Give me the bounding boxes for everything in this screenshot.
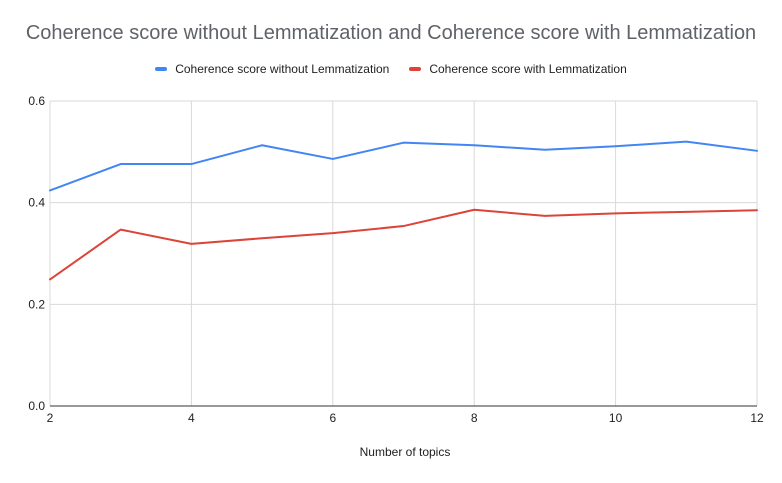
data-point[interactable]	[401, 140, 407, 146]
data-point[interactable]	[542, 213, 548, 219]
legend-swatch-with-lemmatization	[409, 67, 422, 71]
data-point[interactable]	[118, 161, 124, 167]
data-point[interactable]	[259, 142, 265, 148]
data-point[interactable]	[330, 230, 336, 236]
legend: Coherence score without Lemmatization Co…	[0, 62, 782, 76]
y-tick-label: 0.6	[28, 94, 45, 108]
axis-layer: 2 4 6 8 10 12 0.0 0.2 0.4 0.6	[28, 94, 764, 425]
data-point[interactable]	[613, 210, 619, 216]
legend-item-with-lemmatization[interactable]: Coherence score with Lemmatization	[409, 62, 627, 76]
data-point[interactable]	[471, 142, 477, 148]
x-axis-title: Number of topics	[360, 445, 451, 459]
y-tick-label: 0.2	[28, 297, 45, 311]
data-point[interactable]	[47, 187, 53, 193]
data-point[interactable]	[188, 241, 194, 247]
data-point[interactable]	[542, 147, 548, 153]
data-point[interactable]	[613, 143, 619, 149]
legend-item-without-lemmatization[interactable]: Coherence score without Lemmatization	[155, 62, 389, 76]
chart-title: Coherence score without Lemmatization an…	[25, 22, 757, 44]
x-tick-label: 2	[47, 411, 54, 425]
grid-layer	[49, 100, 758, 407]
y-tick-label: 0.4	[28, 196, 45, 210]
series-line-0[interactable]	[49, 140, 758, 192]
data-point[interactable]	[188, 161, 194, 167]
data-point[interactable]	[118, 227, 124, 233]
x-tick-label: 6	[329, 411, 336, 425]
x-tick-label: 10	[609, 411, 623, 425]
data-point[interactable]	[754, 207, 760, 213]
legend-label-with-lemmatization: Coherence score with Lemmatization	[429, 62, 627, 76]
data-point[interactable]	[683, 139, 689, 145]
data-point[interactable]	[330, 156, 336, 162]
data-point[interactable]	[401, 223, 407, 229]
x-tick-label: 4	[188, 411, 195, 425]
data-point[interactable]	[683, 209, 689, 215]
legend-swatch-without-lemmatization	[155, 67, 168, 71]
series-layer	[47, 139, 760, 282]
data-point[interactable]	[754, 148, 760, 154]
data-point[interactable]	[259, 235, 265, 241]
y-tick-label: 0.0	[28, 399, 45, 413]
x-tick-label: 8	[471, 411, 478, 425]
legend-label-without-lemmatization: Coherence score without Lemmatization	[175, 62, 390, 76]
data-point[interactable]	[47, 276, 53, 282]
x-tick-label: 12	[750, 411, 764, 425]
series-line-1[interactable]	[49, 208, 758, 281]
data-point[interactable]	[471, 207, 477, 213]
